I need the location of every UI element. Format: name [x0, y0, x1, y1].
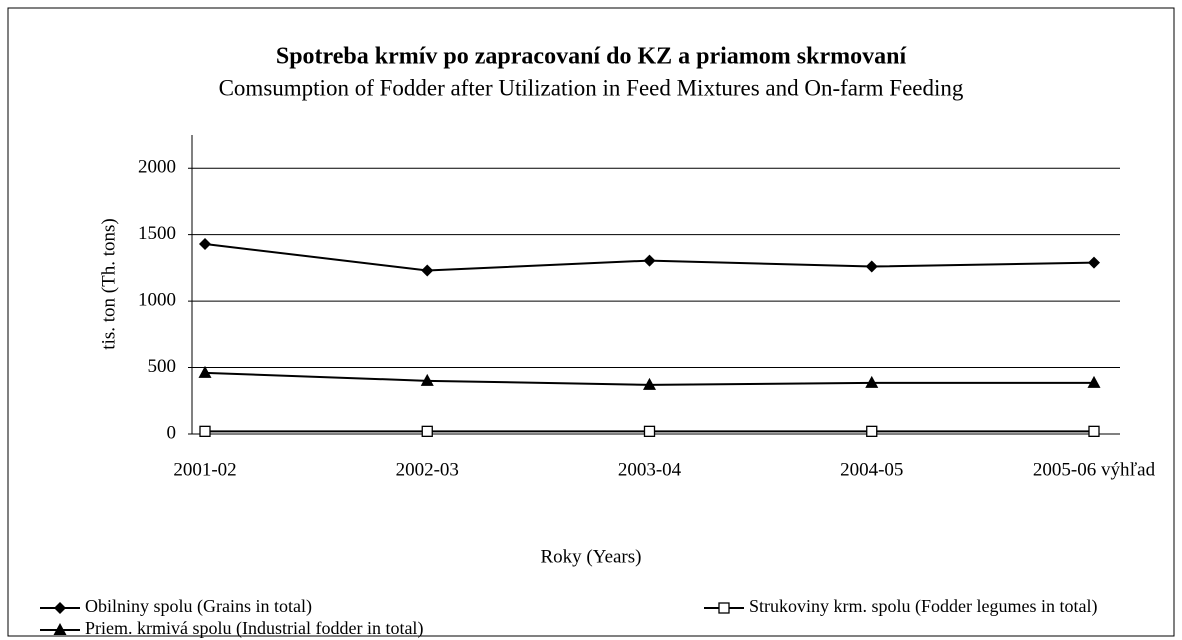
legend-label: Priem. krmivá spolu (Industrial fodder i… — [85, 618, 423, 639]
legend-marker — [54, 602, 66, 614]
marker — [421, 425, 433, 437]
legend-label: Obilniny spolu (Grains in total) — [85, 596, 312, 617]
x-tick-label: 2004-05 — [840, 459, 903, 480]
x-tick-label: 2003-04 — [618, 459, 682, 480]
marker — [199, 237, 211, 250]
marker — [865, 375, 879, 388]
legend-label: Strukoviny krm. spolu (Fodder legumes in… — [749, 596, 1097, 617]
x-tick-label: 2002-03 — [396, 459, 459, 480]
chart-title: Spotreba krmív po zapracovaní do KZ a pr… — [276, 44, 907, 70]
x-tick-label: 2005-06 výhľad — [1033, 459, 1156, 480]
legend-marker — [53, 623, 67, 635]
marker — [643, 377, 656, 390]
marker — [1088, 256, 1100, 269]
y-axis-label: tis. ton (Th. tons) — [98, 218, 119, 349]
x-tick-label: 2001-02 — [173, 459, 236, 480]
marker — [865, 260, 878, 273]
marker — [198, 365, 212, 378]
marker — [866, 425, 878, 437]
legend-marker — [718, 602, 730, 614]
y-tick-label: 1000 — [138, 289, 176, 310]
y-tick-label: 2000 — [138, 157, 176, 178]
marker — [643, 425, 656, 437]
marker — [1087, 375, 1101, 388]
y-tick-label: 1500 — [138, 223, 176, 244]
marker — [421, 264, 434, 277]
x-axis-label: Roky (Years) — [541, 546, 642, 567]
chart-border — [7, 7, 1175, 637]
chart-subtitle: Comsumption of Fodder after Utilization … — [219, 75, 964, 100]
marker — [420, 373, 434, 386]
y-tick-label: 500 — [148, 356, 177, 377]
y-tick-label: 0 — [167, 422, 177, 443]
marker — [199, 425, 211, 437]
marker — [643, 254, 656, 267]
marker — [1088, 425, 1100, 437]
